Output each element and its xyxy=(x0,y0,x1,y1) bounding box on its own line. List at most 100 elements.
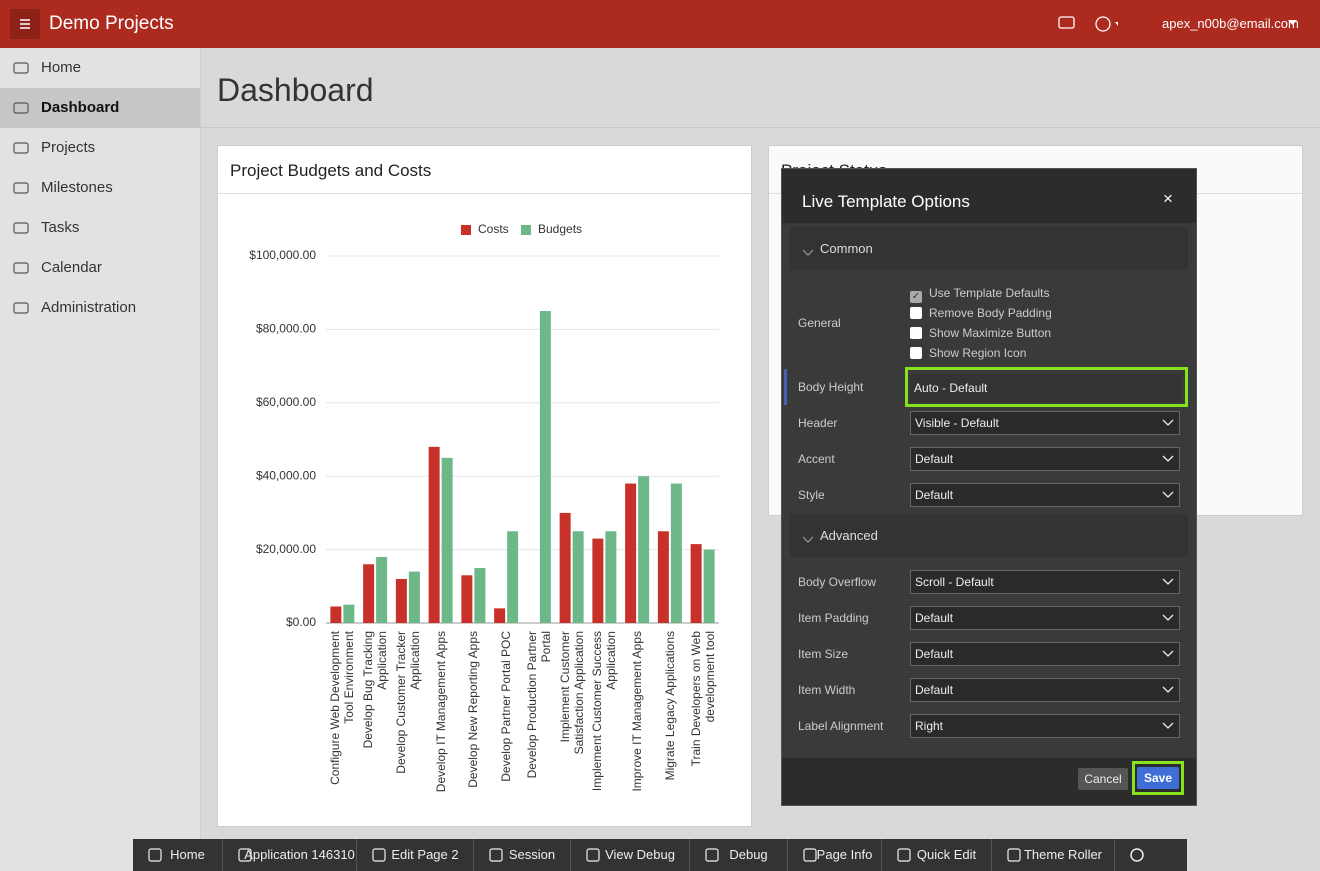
x-tick-label: Implement Customer Satisfaction Applicat… xyxy=(557,631,586,755)
select-field[interactable]: Right xyxy=(910,714,1180,738)
bar xyxy=(461,575,473,623)
user-caret xyxy=(1288,20,1297,25)
bar xyxy=(657,531,669,623)
header-icons[interactable] xyxy=(1058,15,1118,35)
field-label: Body Height xyxy=(798,380,864,394)
bar xyxy=(559,512,571,623)
legend-swatch xyxy=(521,225,531,235)
y-tick-label: $0.00 xyxy=(286,615,316,629)
nav-item[interactable]: Projects xyxy=(41,139,96,156)
bar xyxy=(428,446,440,623)
nav-item[interactable]: Administration xyxy=(41,299,137,316)
developer-toolbar: Home Application 146310 Edit Page 2 Session… xyxy=(133,839,1187,871)
toolbar-button[interactable]: Theme Roller xyxy=(992,839,1115,871)
select-field[interactable]: Default xyxy=(910,447,1180,471)
legend-label: Costs xyxy=(478,222,509,236)
section-header[interactable]: Common xyxy=(790,227,1188,270)
icon-shape xyxy=(13,142,29,154)
icon-shape xyxy=(803,848,817,862)
toolbar-button[interactable]: Quick Edit xyxy=(882,839,992,871)
toolbar-icon xyxy=(489,848,503,862)
section-header[interactable]: Advanced xyxy=(790,514,1188,557)
select-chevron xyxy=(1162,650,1174,657)
nav-icon xyxy=(13,62,29,74)
select-field[interactable]: Default xyxy=(910,678,1180,702)
icon-shape xyxy=(13,182,29,194)
toolbar-button[interactable]: Page Info xyxy=(788,839,882,871)
bar xyxy=(376,556,388,623)
region-divider xyxy=(218,193,751,194)
icon-shape xyxy=(148,848,162,862)
x-tick-label: Develop IT Management Apps xyxy=(433,631,448,793)
select-chevron xyxy=(1162,614,1174,621)
checkbox-option[interactable]: Remove Body Padding xyxy=(910,306,1052,320)
bar xyxy=(507,531,519,623)
checkbox[interactable] xyxy=(910,327,922,339)
icon-shape xyxy=(705,848,719,862)
select-field[interactable]: Default xyxy=(910,606,1180,630)
checkbox-label: Remove Body Padding xyxy=(929,306,1052,320)
menu-icon xyxy=(20,19,30,29)
bar xyxy=(703,549,715,623)
nav-item[interactable]: Home xyxy=(41,59,82,76)
menu-button[interactable] xyxy=(10,9,40,39)
section-chevron xyxy=(802,536,814,543)
bar xyxy=(572,531,584,623)
checkbox-option[interactable]: Show Region Icon xyxy=(910,346,1026,360)
icon-shape xyxy=(1007,848,1021,862)
icon-shape xyxy=(238,848,252,862)
bar xyxy=(638,476,650,623)
text-field[interactable]: Auto - Default xyxy=(910,374,1182,402)
checkbox[interactable] xyxy=(910,307,922,319)
nav-item[interactable]: Milestones xyxy=(41,179,113,196)
sidebar: Home Dashboard Projects Milestones Tasks Cale… xyxy=(0,48,201,871)
toolbar-button[interactable]: Home xyxy=(133,839,223,871)
toolbar-button[interactable]: View Debug xyxy=(571,839,690,871)
checkbox-option[interactable]: ✓ Use Template Defaults xyxy=(910,286,1050,303)
field-label: Accent xyxy=(798,452,835,466)
toolbar-button[interactable]: Debug xyxy=(690,839,788,871)
field-label: Label Alignment xyxy=(798,719,884,733)
settings-button[interactable] xyxy=(1129,847,1145,863)
toolbar-button[interactable]: Edit Page 2 xyxy=(357,839,474,871)
toolbar-button[interactable]: Session xyxy=(474,839,571,871)
select-field[interactable]: Visible - Default xyxy=(910,411,1180,435)
gear xyxy=(1130,848,1144,862)
x-tick-label: Migrate Legacy Applications xyxy=(662,631,677,781)
app-title[interactable]: Demo Projects xyxy=(49,13,174,34)
toolbar-icon xyxy=(238,848,252,862)
icon-shape xyxy=(586,848,600,862)
chevron xyxy=(802,249,814,256)
checkbox[interactable] xyxy=(910,347,922,359)
x-tick-label: Configure Web Development Tool Environme… xyxy=(328,631,357,785)
toolbar-icon xyxy=(586,848,600,862)
close-button[interactable]: × xyxy=(1163,189,1173,208)
checkbox-option[interactable]: Show Maximize Button xyxy=(910,326,1051,340)
field-highlight xyxy=(905,367,1188,407)
nav-icon xyxy=(13,302,29,314)
select-field[interactable]: Scroll - Default xyxy=(910,570,1180,594)
select-chevron xyxy=(1162,722,1174,729)
select-field[interactable]: Default xyxy=(910,483,1180,507)
save-button[interactable]: Save xyxy=(1137,767,1179,789)
x-tick-label: Implement Customer Success Application xyxy=(590,631,619,792)
bar xyxy=(494,608,506,623)
checkbox[interactable]: ✓ xyxy=(910,291,922,303)
toolbar-icon xyxy=(372,848,386,862)
select-chevron xyxy=(1162,686,1174,693)
region-title: Project Budgets and Costs xyxy=(230,161,432,180)
nav-icon xyxy=(13,182,29,194)
nav-item[interactable]: Tasks xyxy=(41,219,80,236)
checkbox-label: Show Region Icon xyxy=(929,346,1027,360)
nav-item[interactable]: Dashboard xyxy=(0,88,200,128)
save-highlight: Save xyxy=(1132,761,1184,795)
select-field[interactable]: Default xyxy=(910,642,1180,666)
toolbar-button[interactable]: Application 146310 xyxy=(223,839,357,871)
nav-item[interactable]: Calendar xyxy=(41,259,102,276)
x-tick-label: Develop New Reporting Apps xyxy=(466,631,481,788)
user-menu[interactable]: apex_n00b@email.com xyxy=(1162,16,1299,31)
section-chevron xyxy=(802,249,814,256)
field-accent xyxy=(784,369,787,405)
cancel-button[interactable]: Cancel xyxy=(1078,768,1128,790)
toolbar-icon xyxy=(148,848,162,862)
